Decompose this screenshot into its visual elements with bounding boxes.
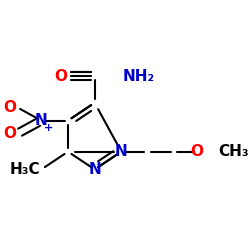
Text: N: N — [115, 144, 128, 159]
Text: +: + — [44, 123, 53, 133]
Text: O: O — [3, 126, 16, 142]
Text: O: O — [190, 144, 203, 159]
Text: O: O — [3, 100, 16, 115]
Text: NH₂: NH₂ — [122, 69, 154, 84]
Text: H₃C: H₃C — [10, 162, 40, 177]
Text: CH₃: CH₃ — [218, 144, 248, 159]
Text: O: O — [54, 69, 67, 84]
Text: N: N — [35, 113, 48, 128]
Text: N: N — [88, 162, 101, 177]
